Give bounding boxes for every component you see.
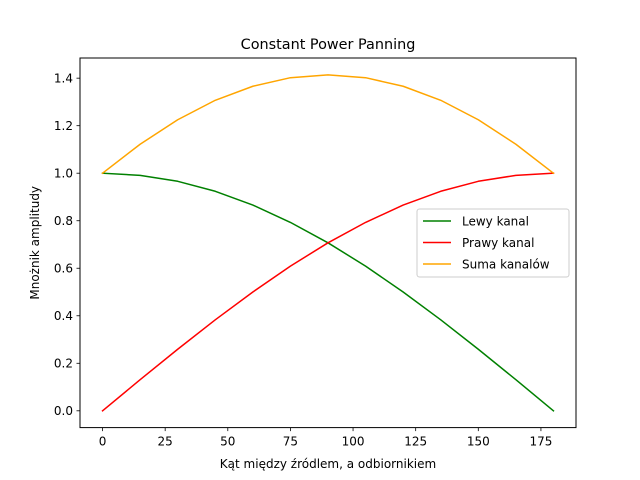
x-tick-label: 125 xyxy=(404,435,427,449)
x-tick-label: 0 xyxy=(99,435,107,449)
y-tick-label: 0.8 xyxy=(54,214,73,228)
series-layer xyxy=(101,74,555,412)
x-tick-label: 150 xyxy=(467,435,490,449)
x-tick-label: 25 xyxy=(158,435,173,449)
y-tick-label: 1.4 xyxy=(54,71,73,85)
legend-label-1: Prawy kanal xyxy=(462,236,534,250)
y-tick-label: 1.0 xyxy=(54,167,73,181)
y-tick-label: 1.2 xyxy=(54,119,73,133)
chart-title: Constant Power Panning xyxy=(241,37,416,53)
legend-box xyxy=(416,208,570,278)
legend-label-0: Lewy kanal xyxy=(462,214,529,228)
series-line-1 xyxy=(101,172,555,412)
legend: Lewy kanal Prawy kanal Suma kanalów xyxy=(416,208,570,278)
y-axis-label: Mnożnik amplitudy xyxy=(28,186,42,300)
x-axis-label: Kąt między źródlem, a odbiornikiem xyxy=(220,457,436,471)
x-axis: 0 25 50 75 100 125 150 175 xyxy=(99,427,552,449)
y-axis: 0.0 0.2 0.4 0.6 0.8 1.0 1.2 1.4 xyxy=(54,71,80,418)
series-line-2 xyxy=(101,74,555,175)
plot-frame xyxy=(79,57,577,429)
x-tick-label: 175 xyxy=(529,435,552,449)
y-tick-label: 0.2 xyxy=(54,357,73,371)
x-tick-label: 100 xyxy=(342,435,365,449)
y-tick-label: 0.6 xyxy=(54,262,73,276)
x-tick-label: 75 xyxy=(283,435,298,449)
y-tick-label: 0.0 xyxy=(54,404,73,418)
x-tick-label: 50 xyxy=(220,435,235,449)
legend-label-2: Suma kanalów xyxy=(462,257,550,271)
y-tick-label: 0.4 xyxy=(54,309,73,323)
